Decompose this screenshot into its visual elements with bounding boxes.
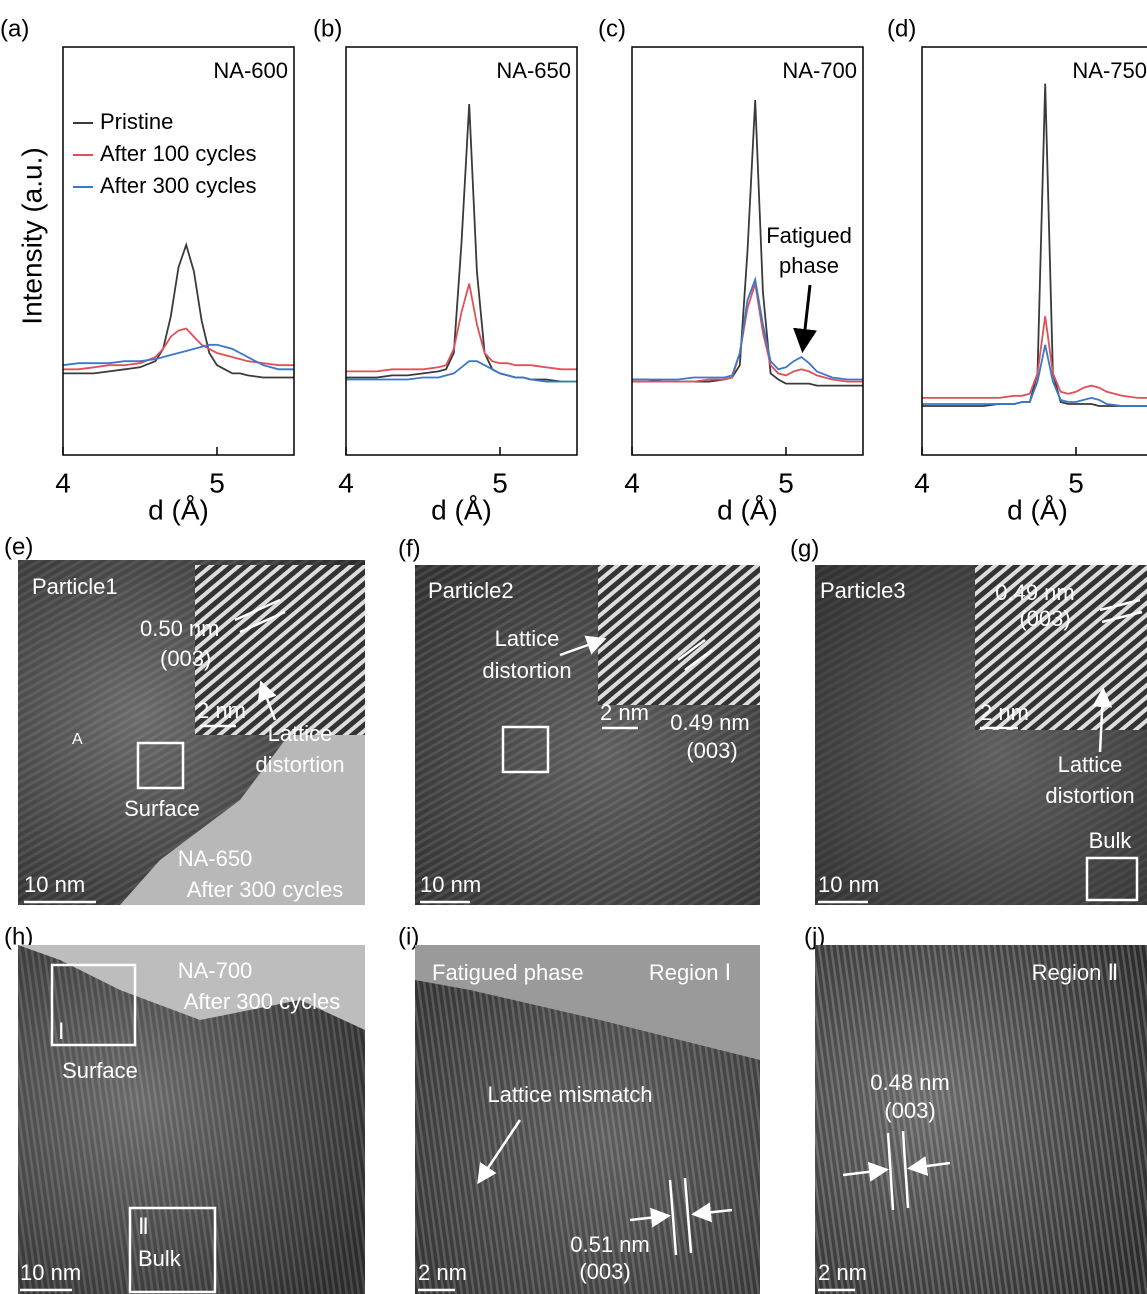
x-tick-label: 4 xyxy=(914,467,930,498)
label: Region Ⅱ xyxy=(1032,960,1119,985)
label: 2 nm xyxy=(197,698,246,723)
x-axis-label: d (Å) xyxy=(717,494,778,525)
series-line xyxy=(63,245,294,378)
x-tick-label: 4 xyxy=(624,467,640,498)
panel-label: (g) xyxy=(790,535,819,562)
label: 2 nm xyxy=(418,1260,467,1285)
label: Lattice mismatch xyxy=(487,1082,652,1107)
label: 10 nm xyxy=(20,1260,81,1285)
callout: Fatigued xyxy=(766,223,852,248)
y-axis-label: Intensity (a.u.) xyxy=(16,147,47,324)
label: (003) xyxy=(884,1098,935,1123)
series-line xyxy=(632,280,863,380)
x-axis-label: d (Å) xyxy=(431,494,492,525)
plot-frame xyxy=(63,47,294,455)
x-tick-label: 5 xyxy=(1068,467,1084,498)
legend-label: After 300 cycles xyxy=(100,173,257,198)
x-tick-label: 4 xyxy=(338,467,354,498)
series-line xyxy=(63,345,294,370)
label: Particle2 xyxy=(428,578,514,603)
panel-e: (e) Particle1 0.50 nm (003) 2 nm Lattice… xyxy=(4,533,365,905)
panel-label: (b) xyxy=(313,15,342,42)
label: 2 nm xyxy=(818,1260,867,1285)
panel-label: (e) xyxy=(4,533,33,560)
label: 0.48 nm xyxy=(870,1070,950,1095)
label: Ⅱ xyxy=(138,1214,149,1239)
label: 2 nm xyxy=(600,700,649,725)
panel-h: (h) NA-700 After 300 cycles Ⅰ Surface Ⅱ … xyxy=(4,923,365,1294)
sample-label: NA-700 xyxy=(782,58,857,83)
label: 0.51 nm xyxy=(570,1232,650,1257)
label: Fatigued phase xyxy=(432,960,584,985)
x-tick-label: 5 xyxy=(778,467,794,498)
label: distortion xyxy=(1045,783,1134,808)
label: NA-650 xyxy=(178,846,253,871)
sample-label: NA-650 xyxy=(496,58,571,83)
callout-arrow xyxy=(803,285,810,347)
label: distortion xyxy=(482,658,571,683)
label: Bulk xyxy=(1089,828,1133,853)
label: (003) xyxy=(1019,606,1070,631)
label: Particle1 xyxy=(32,574,118,599)
label: (003) xyxy=(579,1259,630,1284)
panel-i: (i) Fatigued phase Region Ⅰ Lattice mism… xyxy=(398,923,760,1294)
panel-f: (f) Particle2 Lattice distortion 2 nm 0.… xyxy=(398,535,760,905)
label: NA-700 xyxy=(178,958,253,983)
label: 10 nm xyxy=(420,872,481,897)
texture xyxy=(815,945,1147,1294)
page: (a)45d (Å)Intensity (a.u.)NA-600Pristine… xyxy=(0,0,1147,1294)
panel-g: (g) Particle3 0.49 nm (003) 2 nm Lattice… xyxy=(790,535,1147,905)
label: Region Ⅰ xyxy=(649,960,731,985)
label: distortion xyxy=(255,752,344,777)
label: Surface xyxy=(124,796,200,821)
label: Lattice xyxy=(495,626,560,651)
x-tick-label: 5 xyxy=(492,467,508,498)
sample-label: NA-600 xyxy=(213,58,288,83)
figure: (a)45d (Å)Intensity (a.u.)NA-600Pristine… xyxy=(0,0,1147,1294)
series-line xyxy=(346,104,577,382)
label: 10 nm xyxy=(818,872,879,897)
label: After 300 cycles xyxy=(184,989,341,1014)
panel-j: (j) Region Ⅱ 0.48 nm (003) 2 nm xyxy=(804,923,1147,1294)
label: Lattice xyxy=(268,721,333,746)
legend-label: Pristine xyxy=(100,109,173,134)
label: Ⅰ xyxy=(58,1019,65,1044)
label: Bulk xyxy=(138,1246,182,1271)
series-line xyxy=(346,284,577,372)
callout: phase xyxy=(779,253,839,278)
label: 0.49 nm xyxy=(670,710,750,735)
label: 0.50 nm xyxy=(140,616,220,641)
inset xyxy=(598,565,760,705)
label: Particle3 xyxy=(820,578,906,603)
panel-label: (f) xyxy=(398,535,421,562)
panel-label: (a) xyxy=(0,15,29,42)
panel-label: (d) xyxy=(887,15,916,42)
sample-label: NA-750 xyxy=(1072,58,1147,83)
label: Surface xyxy=(62,1058,138,1083)
series-line xyxy=(922,345,1147,406)
series-line xyxy=(922,84,1147,406)
legend-label: After 100 cycles xyxy=(100,141,257,166)
label: 2 nm xyxy=(980,700,1029,725)
x-axis-label: d (Å) xyxy=(1007,494,1068,525)
label: After 300 cycles xyxy=(187,877,344,902)
label: (003) xyxy=(686,738,737,763)
label: 10 nm xyxy=(24,872,85,897)
label: 0.49 nm xyxy=(995,580,1075,605)
label: Lattice xyxy=(1058,752,1123,777)
x-tick-label: 4 xyxy=(55,467,71,498)
label: (003) xyxy=(160,646,211,671)
panel-label: (c) xyxy=(598,15,626,42)
x-tick-label: 5 xyxy=(209,467,225,498)
x-axis-label: d (Å) xyxy=(148,494,209,525)
label: A xyxy=(72,731,83,748)
